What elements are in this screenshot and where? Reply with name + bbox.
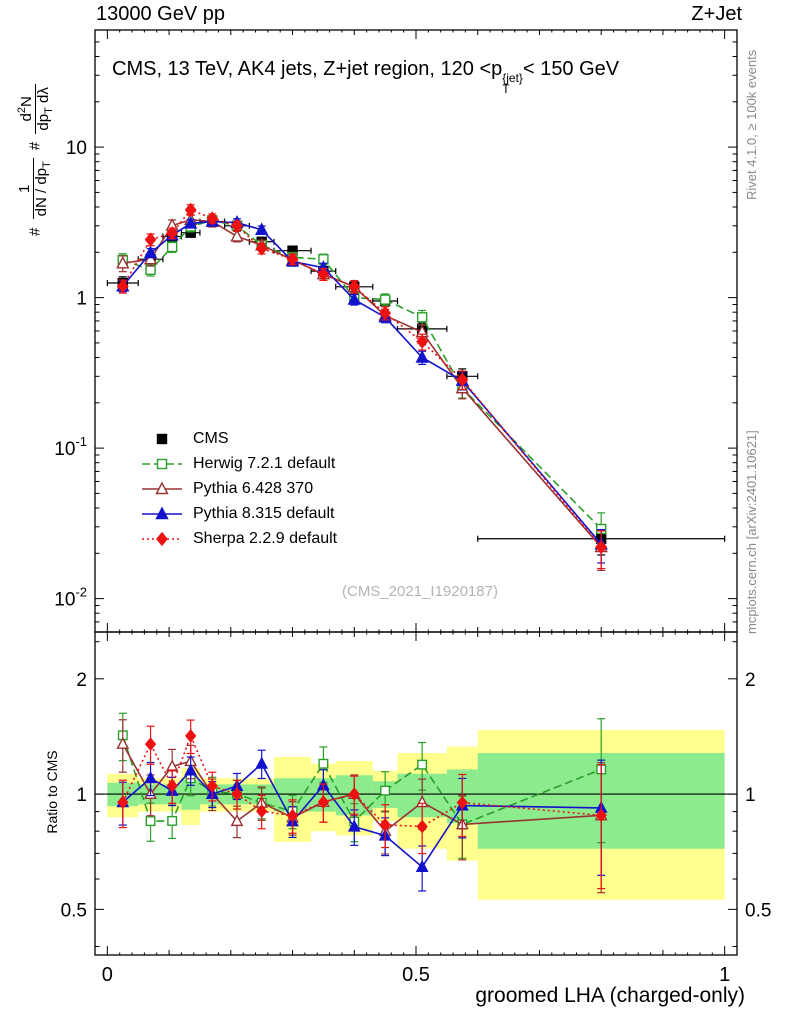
pt-jet-stack: {jet} T — [502, 71, 523, 96]
svg-text:0.5: 0.5 — [745, 900, 771, 921]
plot-title: CMS, 13 TeV, AK4 jets, Z+jet region, 120… — [112, 58, 619, 95]
axis-tick-labels: 10 1 10-1 10-2 0.5 0.5 1 1 2 2 0 0.5 1 — [54, 138, 771, 986]
ylabel-hash-1: # — [26, 227, 44, 236]
svg-text:2: 2 — [745, 670, 756, 691]
plot-title-post: < 150 GeV — [522, 58, 620, 80]
svg-text:2: 2 — [76, 670, 87, 691]
series-main-sherpa-2-2-9-default — [116, 202, 608, 570]
plot-title-pre: CMS, 13 TeV, AK4 jets, Z+jet region, 120… — [112, 58, 503, 80]
legend-label: CMS — [193, 429, 229, 447]
ylabel-fraction-2: d2N dpT dλ — [14, 84, 57, 134]
main-axis-title: # 1 dN / dpT # d2N dpT dλ — [14, 38, 57, 278]
legend-label: Sherpa 2.2.9 default — [193, 529, 338, 547]
svg-text:1: 1 — [745, 785, 756, 806]
svg-text:1: 1 — [76, 289, 87, 310]
rivet-version-label: Rivet 4.1.0, ≥ 100k events — [744, 49, 759, 200]
svg-text:0: 0 — [102, 964, 113, 986]
legend-item-pythia-6-428-370: Pythia 6.428 370 — [140, 476, 337, 501]
svg-text:0.5: 0.5 — [402, 964, 430, 986]
pt-superscript: {jet} — [502, 71, 523, 85]
beam-energy-label: 13000 GeV pp — [96, 3, 225, 25]
legend-label: Pythia 8.315 default — [193, 504, 335, 522]
legend-marker-sherpa-2-2-9-default — [142, 531, 182, 546]
ylabel-frac2-numerator: d2N — [14, 84, 36, 134]
ylabel-frac1-denominator: dN / dpT — [32, 161, 53, 217]
ylabel-frac2-denominator: dpT dλ — [35, 87, 55, 131]
ylabel-frac1-numerator: 1 — [16, 158, 34, 220]
svg-text:10-1: 10-1 — [54, 434, 87, 460]
ratio-axis-title: Ratio to CMS — [44, 750, 60, 834]
analysis-watermark: (CMS_2021_I1920187) — [342, 583, 498, 600]
svg-text:1: 1 — [76, 785, 87, 806]
legend-item-sherpa-2-2-9-default: Sherpa 2.2.9 default — [140, 526, 337, 551]
svg-text:1: 1 — [719, 964, 730, 986]
series-ratio-sherpa-2-2-9-default — [117, 719, 607, 890]
legend-marker-pythia-6-428-370 — [142, 480, 182, 494]
ylabel-hash-2: # — [26, 141, 44, 151]
legend-marker-cms — [156, 433, 168, 444]
svg-text:0.5: 0.5 — [61, 900, 87, 921]
legend-marker-herwig-7-2-1-default — [142, 458, 182, 469]
legend-item-cms: CMS — [140, 426, 337, 451]
legend: CMS Herwig 7.2.1 default Pythia 6.428 370 P… — [140, 426, 337, 551]
ylabel-fraction-1: 1 dN / dpT — [16, 158, 55, 220]
legend-item-herwig-7-2-1-default: Herwig 7.2.1 default — [140, 451, 337, 476]
legend-label: Herwig 7.2.1 default — [193, 454, 336, 472]
svg-text:10: 10 — [66, 138, 87, 159]
process-label: Z+Jet — [691, 3, 742, 25]
mcplots-arxiv-label: mcplots.cern.ch [arXiv:2401.10621] — [744, 430, 759, 634]
pt-subscript: T — [502, 82, 510, 96]
svg-text:10-2: 10-2 — [54, 585, 87, 611]
x-axis-title: groomed LHA (charged-only) — [475, 984, 745, 1007]
legend-marker-pythia-8-315-default — [142, 505, 182, 519]
legend-item-pythia-8-315-default: Pythia 8.315 default — [140, 501, 337, 526]
legend-label: Pythia 6.428 370 — [193, 479, 314, 497]
